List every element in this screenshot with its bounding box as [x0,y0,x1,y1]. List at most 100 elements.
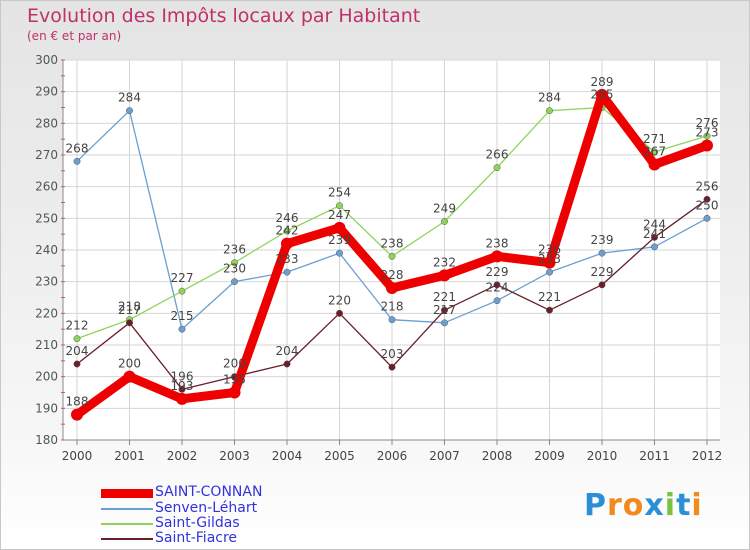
x-tick-label-2009: 2009 [534,449,565,463]
data-point-senven-l-hart-2006 [388,316,396,324]
data-label-saint-connan-2005: 247 [328,208,351,222]
data-label-saint-connan-2007: 232 [433,255,456,269]
data-point-saint-fiacre-2011 [651,233,658,241]
data-point-saint-gildas-2011 [651,148,658,156]
data-point-senven-l-hart-2002 [178,325,186,333]
data-point-saint-gildas-2012 [703,132,711,140]
data-point-saint-connan-2009 [543,256,556,269]
x-tick-label-2008: 2008 [482,449,513,463]
y-tick-label-200: 200 [35,370,58,384]
x-tick-label-2005: 2005 [324,449,355,463]
data-label-saint-fiacre-2009: 221 [538,290,561,304]
data-label-saint-connan-2006: 228 [381,268,404,282]
data-point-saint-connan-2001 [123,370,136,383]
x-tick-label-2003: 2003 [219,449,250,463]
data-point-saint-gildas-2002 [178,287,186,295]
data-label-saint-gildas-2004: 246 [276,211,299,225]
y-tick-label-260: 260 [35,180,58,194]
data-point-saint-fiacre-2004 [283,360,291,368]
data-point-saint-gildas-2006 [388,252,396,260]
y-tick-label-190: 190 [35,401,58,415]
data-label-senven-l-hart-2003: 230 [223,262,246,276]
x-tick-label-2002: 2002 [167,449,198,463]
data-label-saint-fiacre-2008: 229 [486,265,509,279]
x-tick-label-2007: 2007 [429,449,460,463]
data-point-saint-gildas-2000 [73,335,81,343]
x-tick-label-2006: 2006 [377,449,408,463]
data-point-saint-connan-2011 [648,158,661,171]
data-label-saint-connan-2003: 195 [223,373,246,387]
y-tick-label-220: 220 [35,306,58,320]
data-label-senven-l-hart-2007: 217 [433,303,456,317]
data-label-saint-connan-2001: 200 [118,357,141,371]
x-tick-label-2011: 2011 [639,449,670,463]
legend-swatch-saint-gildas [101,523,153,525]
data-label-senven-l-hart-2009: 233 [538,252,561,266]
data-label-saint-fiacre-2002: 196 [171,369,194,383]
data-label-saint-gildas-2001: 218 [118,300,141,314]
data-label-saint-gildas-2008: 266 [486,148,509,162]
data-point-saint-fiacre-2005 [336,309,343,317]
data-label-saint-fiacre-2004: 204 [276,344,299,358]
data-point-saint-connan-2005 [333,221,346,234]
data-label-saint-fiacre-2001: 217 [118,303,141,317]
data-point-saint-connan-2008 [491,250,503,263]
data-point-saint-gildas-2004 [283,227,291,235]
data-point-saint-gildas-2007 [441,218,448,225]
data-point-senven-l-hart-2012 [703,214,711,222]
data-label-saint-gildas-2005: 254 [328,186,351,200]
data-label-saint-fiacre-2005: 220 [328,293,351,307]
logo-letter: x [644,488,665,523]
y-tick-label-250: 250 [35,211,58,225]
legend-swatch-saint-fiacre [101,538,153,540]
data-label-saint-gildas-2011: 271 [643,132,666,146]
data-label-saint-fiacre-2007: 221 [433,290,456,304]
data-label-senven-l-hart-2000: 268 [66,141,89,155]
data-label-saint-gildas-2007: 249 [433,202,456,216]
data-point-senven-l-hart-2001 [126,107,133,115]
data-point-saint-connan-2010 [596,88,608,101]
data-label-senven-l-hart-2005: 239 [328,233,351,247]
data-label-senven-l-hart-2008: 224 [486,281,509,295]
logo-letter: P [584,488,607,523]
data-label-saint-gildas-2009: 284 [538,91,561,105]
data-point-saint-connan-2007 [438,269,451,282]
y-tick-label-300: 300 [35,53,58,67]
proxiti-logo: Proxiti [584,488,703,523]
data-point-senven-l-hart-2003 [231,278,238,286]
data-label-saint-fiacre-2006: 203 [381,347,404,361]
data-label-saint-fiacre-2000: 204 [66,344,89,358]
legend-label-saint-fiacre: Saint-Fiacre [155,530,238,546]
legend-label-senven-l-hart: Senven-Léhart [155,500,258,516]
data-label-saint-connan-2012: 273 [696,126,719,140]
data-point-senven-l-hart-2004 [283,268,291,276]
data-point-saint-connan-2003 [228,386,241,399]
data-label-saint-connan-2011: 267 [643,145,666,159]
logo-letter: i [664,488,677,523]
logo-letter: i [691,488,703,523]
data-point-saint-connan-2004 [281,237,293,250]
data-label-saint-gildas-2012: 276 [696,116,719,130]
y-tick-label-280: 280 [35,116,58,130]
y-tick-label-210: 210 [35,338,58,352]
data-label-saint-gildas-2003: 236 [223,243,246,257]
data-point-saint-gildas-2009 [546,107,553,115]
data-label-saint-fiacre-2003: 200 [223,357,246,371]
data-point-senven-l-hart-2007 [441,319,448,327]
data-point-saint-gildas-2003 [231,259,238,267]
y-tick-label-240: 240 [35,243,58,257]
data-point-saint-connan-2006 [386,282,398,294]
data-point-saint-fiacre-2006 [388,363,396,371]
data-label-senven-l-hart-2010: 239 [591,233,614,247]
legend-swatch-saint-connan [101,488,153,498]
x-tick-label-2001: 2001 [114,449,145,463]
data-point-senven-l-hart-2011 [651,243,658,251]
data-point-saint-fiacre-2009 [546,306,553,314]
data-point-senven-l-hart-2009 [546,268,553,276]
data-label-saint-connan-2002: 193 [171,379,194,393]
chart-subtitle: (en € et par an) [27,29,122,43]
data-point-senven-l-hart-2000 [73,157,81,165]
data-label-senven-l-hart-2001: 284 [118,91,141,105]
